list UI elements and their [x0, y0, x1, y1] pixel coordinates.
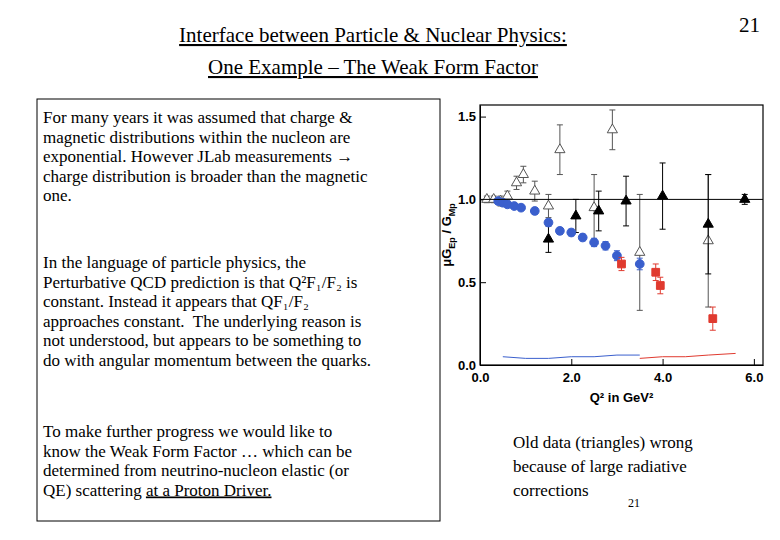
data-point — [618, 260, 626, 268]
paragraph-line: In the language of particle physics, the — [43, 253, 306, 272]
data-point — [635, 260, 644, 269]
underlined-phrase: at a Proton Driver. — [146, 481, 272, 500]
y-tick: 0.0 — [458, 358, 486, 373]
y-tick-mark — [480, 117, 486, 118]
x-tick-mark — [663, 359, 664, 365]
data-point — [594, 205, 604, 214]
data-point — [601, 241, 610, 250]
data-point — [518, 169, 528, 178]
x-tick-label: 6.0 — [745, 370, 763, 385]
y-axis-label-part: / G — [439, 216, 454, 237]
data-point — [530, 207, 539, 216]
data-point — [740, 194, 750, 203]
error-bar — [710, 307, 716, 330]
paragraph-line: not understood, but appears to be someth… — [43, 331, 361, 350]
series-line — [640, 353, 736, 358]
x-tick-label: 2.0 — [563, 370, 581, 385]
x-tick-mark — [754, 359, 755, 365]
page-number: 21 — [739, 13, 760, 37]
paragraph-line: do with angular momentum between the qua… — [43, 351, 371, 370]
data-point — [530, 185, 540, 194]
paragraph-line: determined from neutrino-nucleon elastic… — [43, 461, 349, 480]
data-point — [703, 218, 713, 227]
paragraph-line: know the Weak Form Factor … which can be — [43, 442, 352, 461]
slide: Interface between Particle & Nuclear Phy… — [0, 0, 780, 540]
y-tick-mark — [480, 365, 486, 366]
x-tick: 2.0 — [563, 359, 581, 385]
paragraph-line: approaches constant. The underlying reas… — [43, 312, 361, 331]
data-point — [635, 247, 645, 256]
x-tick: 4.0 — [654, 359, 672, 385]
text-box — [37, 99, 440, 521]
data-point — [544, 218, 553, 227]
caption-number: 21 — [628, 496, 640, 510]
error-bar — [653, 264, 659, 281]
paragraph-line: magnetic distributions within the nucleo… — [43, 128, 350, 147]
series-line — [503, 355, 640, 358]
data-point — [511, 177, 521, 186]
data-point — [613, 251, 622, 260]
paragraph-line: Perturbative QCD prediction is that Q²F₁… — [43, 273, 357, 292]
y-tick-label: 0.0 — [458, 358, 476, 373]
data-point — [517, 203, 526, 212]
plot-frame — [480, 105, 763, 365]
data-point — [709, 315, 717, 323]
data-point — [607, 124, 617, 133]
y-axis: 0.0 0.5 1.0 1.5 — [458, 106, 486, 373]
y-axis-label-part: Mp — [447, 203, 457, 216]
title-line: One Example – The Weak Form Factor — [208, 55, 538, 79]
data-point — [567, 228, 576, 237]
y-axis-label-part: μG — [439, 249, 454, 267]
data-point — [556, 226, 565, 235]
paragraph-line: charge distribution is broader than the … — [43, 167, 368, 186]
x-tick-mark — [571, 359, 572, 365]
paragraph-line: QE) scattering at a Proton Driver. — [43, 481, 272, 500]
x-axis-line — [481, 365, 764, 366]
title-line: Interface between Particle & Nuclear Phy… — [179, 23, 567, 47]
paragraph-line: To make further progress we would like t… — [43, 422, 332, 441]
y-tick-label: 0.5 — [458, 275, 476, 290]
caption-line: because of large radiative — [513, 457, 687, 476]
chart: 0.0 2.0 4.0 6.0 0.0 0.5 1.0 1.5 Q² in GeV² μGEp /… — [439, 105, 764, 405]
data-point — [571, 210, 581, 219]
error-bar — [619, 257, 625, 270]
data-point — [656, 282, 664, 290]
data-point — [657, 190, 667, 199]
data-point — [543, 200, 553, 209]
y-axis-label: μGEp / GMp — [439, 203, 457, 267]
x-tick: 6.0 — [745, 359, 763, 385]
y-tick: 1.5 — [458, 109, 486, 124]
data-point — [502, 190, 512, 199]
caption-line: Old data (triangles) wrong — [513, 433, 693, 452]
x-tick-label: 4.0 — [654, 370, 672, 385]
caption-line: corrections — [513, 481, 589, 500]
paragraph-line: constant. Instead it appears that QF₁/F₂ — [43, 292, 309, 311]
paragraph-line: For many years it was assumed that charg… — [43, 108, 352, 127]
y-axis-line — [480, 106, 481, 366]
paragraph-line: one. — [43, 186, 72, 205]
data-point — [555, 144, 565, 153]
y-tick-label: 1.0 — [458, 192, 476, 207]
data-point — [652, 268, 660, 276]
x-axis-label: Q² in GeV² — [590, 390, 654, 405]
y-tick-mark — [480, 282, 486, 283]
data-point — [590, 238, 599, 247]
plot-marks — [480, 110, 763, 358]
series-line — [480, 199, 763, 200]
error-bar — [657, 277, 663, 294]
data-point — [543, 233, 553, 242]
paragraph-line: exponential. However JLab measurements → — [43, 147, 353, 166]
data-point — [578, 233, 587, 242]
x-axis: 0.02.04.06.0 — [471, 359, 763, 385]
y-tick: 0.5 — [458, 275, 486, 290]
paragraph-text: QE) scattering — [43, 481, 146, 500]
y-axis-label-part: Ep — [447, 237, 457, 249]
y-tick-label: 1.5 — [458, 109, 476, 124]
